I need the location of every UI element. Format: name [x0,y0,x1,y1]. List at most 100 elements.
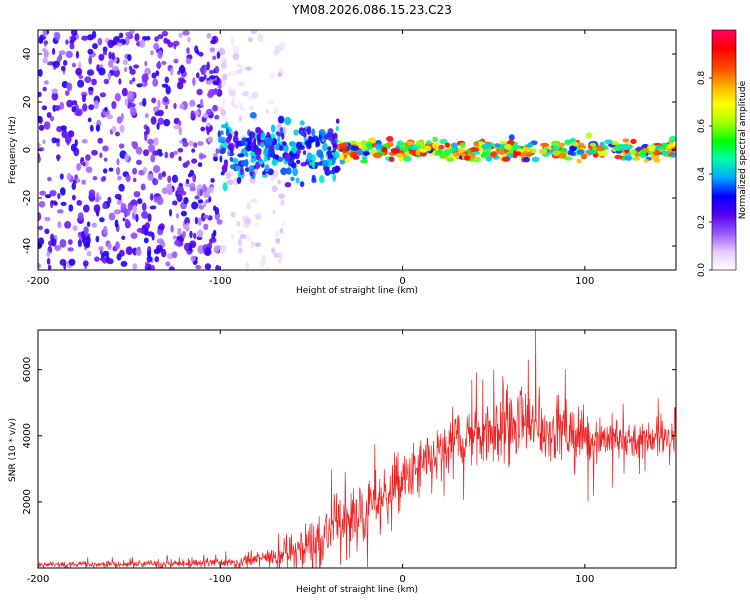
heatmap-cell [585,132,593,139]
heatmap-cell [209,238,213,245]
heatmap-cell [141,210,149,219]
heatmap-cell [278,251,283,259]
heatmap-cell [47,264,52,270]
heatmap-cell [558,153,567,159]
heatmap-cells [38,30,676,270]
heatmap-cell [165,261,171,267]
heatmap-cell [360,159,368,164]
heatmap-cell [136,228,144,233]
heatmap-cell [93,204,101,213]
heatmap-cell [247,36,253,43]
heatmap-cell [85,166,93,173]
heatmap-cell [97,37,103,46]
heatmap-cell [38,155,41,163]
heatmap-cell [246,202,252,208]
heatmap-cell [88,86,94,91]
heatmap-cell [133,191,141,198]
heatmap-cell [103,78,110,85]
heatmap-cell [83,204,90,213]
heatmap-cell [348,140,358,145]
colorbar-label: Normalized spectral amplitude [738,80,748,219]
heatmap-cell [203,223,209,230]
heatmap-cell [275,238,281,244]
heatmap-cell [220,124,229,129]
y-tick-label: 4000 [22,423,33,448]
heatmap-cell [260,141,265,148]
heatmap-cell [415,149,421,156]
heatmap-cell [166,183,172,191]
heatmap-cell [490,151,497,158]
heatmap-cell [186,47,190,54]
heatmap-cell [118,143,125,149]
heatmap-cell [450,142,459,149]
snr-frame [37,329,677,569]
heatmap-cell [178,120,182,127]
x-tick-label: -100 [209,276,232,287]
heatmap-cell [122,217,126,222]
heatmap-cell [248,104,255,111]
heatmap-cell [91,222,97,228]
heatmap-cell [46,251,51,258]
heatmap-cell [163,96,169,103]
heatmap-cell [116,200,123,206]
heatmap-cell [280,199,285,206]
heatmap-cell [82,161,86,166]
heatmap-cell [38,91,42,98]
heatmap-cell [624,155,633,161]
heatmap-cell [254,148,262,157]
snr-ylabel: SNR (10 * v/v) [8,418,18,482]
heatmap-cell [132,167,138,175]
heatmap-cell [231,98,236,108]
heatmap-cell [129,103,136,108]
y-tick-label: 0 [22,147,33,153]
heatmap-cell [132,204,138,214]
snr-panel: -200 -100 0 100 2000 4000 6000 Height of stra… [8,329,677,595]
heatmap-cell [242,91,249,97]
heatmap-cell [223,160,228,169]
heatmap-cell [189,230,193,239]
snr-x-ticks: -200 -100 0 100 [27,330,594,585]
heatmap-cell [271,185,278,193]
heatmap-cell [299,181,305,188]
heatmap-cell [178,156,182,162]
heatmap-cell [281,221,287,229]
heatmap-cell [51,88,58,94]
heatmap-cell [44,228,50,235]
heatmap-cell [180,210,187,217]
heatmap-cell [152,78,159,87]
heatmap-cell [246,137,253,143]
heatmap-cell [341,147,348,153]
heatmap-cell [339,154,345,161]
heatmap-cell [236,229,244,236]
heatmap-cell [171,251,178,259]
heatmap-cell [49,190,57,197]
heatmap-cell [248,165,255,173]
heatmap-cell [67,247,74,252]
heatmap-cell [43,121,51,130]
heatmap-cell [65,50,73,59]
heatmap-cell [432,136,438,142]
heatmap-cell [167,175,172,183]
heatmap-cell [258,160,264,165]
heatmap-cell [311,160,316,169]
heatmap-cell [177,81,184,90]
heatmap-cell [234,104,238,110]
heatmap-cell [191,148,196,153]
heatmap-cell [112,36,119,45]
heatmap-cell [103,225,108,235]
heatmap-cell [130,232,138,239]
heatmap-cell [98,67,106,76]
heatmap-cell [190,110,195,119]
heatmap-cell [177,148,184,153]
heatmap-cell [115,131,120,137]
heatmap-cell [83,226,89,234]
heatmap-cell [604,139,613,145]
heatmap-cell [273,107,279,115]
heatmap-cell [209,75,216,80]
heatmap-cell [279,228,284,234]
heatmap-cell [145,36,151,41]
heatmap-cell [164,151,169,159]
heatmap-cell [154,256,160,263]
heatmap-cell [135,213,139,223]
